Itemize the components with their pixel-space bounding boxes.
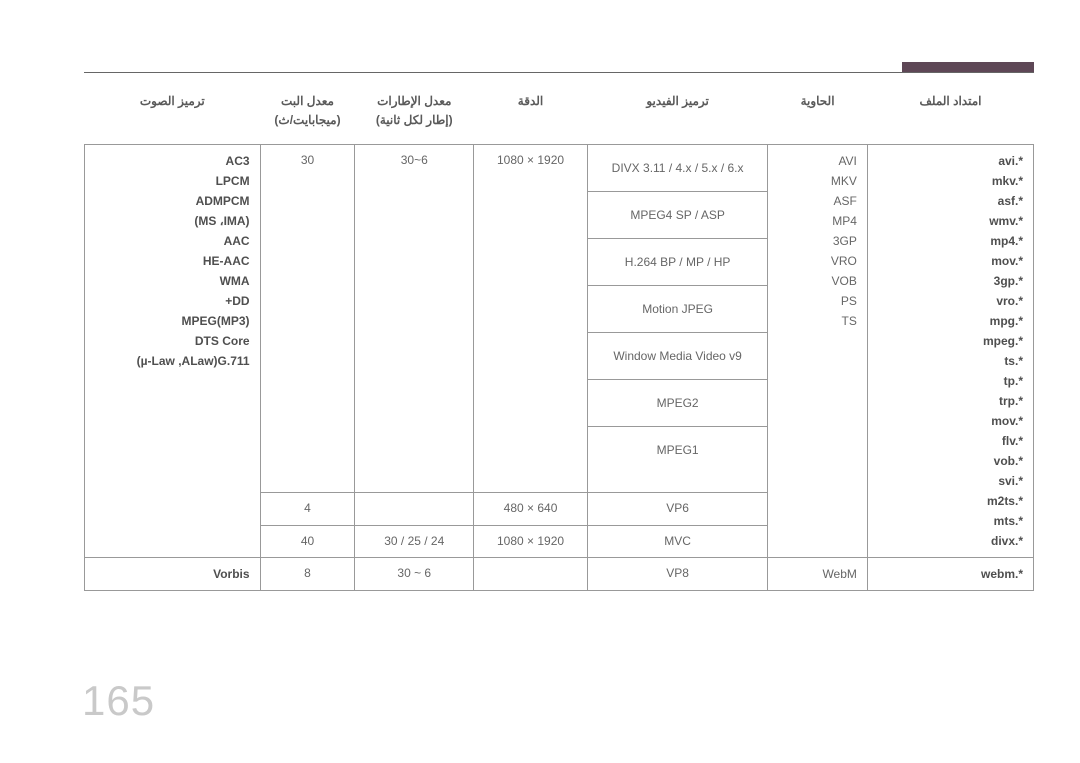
video-codec-row: MPEG2 (588, 380, 767, 427)
accent-bar (902, 62, 1034, 72)
cell-extensions: avi.*mkv.*asf.*wmv.*mp4.*mov.*3gp.*vro.*… (867, 145, 1033, 558)
list-item: 3gp.* (878, 271, 1023, 291)
list-item: tp.* (878, 371, 1023, 391)
list-item: (MS ،IMA) (95, 211, 250, 231)
list-item: ts.* (878, 351, 1023, 371)
list-item: m2ts.* (878, 491, 1023, 511)
list-item: mov.* (878, 411, 1023, 431)
list-item: TS (778, 311, 857, 331)
list-item: svi.* (878, 471, 1023, 491)
video-codec-row: Window Media Video v9 (588, 333, 767, 380)
video-codec-row: DIVX 3.11 / 4.x / 5.x / 6.x (588, 145, 767, 192)
list-item: trp.* (878, 391, 1023, 411)
cell-fps-1: 30~6 (355, 145, 474, 493)
cell-bitrate-4: 8 (260, 558, 355, 591)
list-item: HE-AAC (95, 251, 250, 271)
list-item: ADMPCM (95, 191, 250, 211)
col-resolution: الدقة (474, 88, 588, 145)
list-item: mov.* (878, 251, 1023, 271)
list-item: MPEG(MP3) (95, 311, 250, 331)
cell-containers: AVIMKVASFMP43GPVROVOBPSTS (768, 145, 868, 558)
content-wrap: ترميز الصوت معدل البت(ميجابايت/ث) معدل ا… (84, 88, 1034, 591)
col-extension: امتداد الملف (867, 88, 1033, 145)
cell-video-codecs: DIVX 3.11 / 4.x / 5.x / 6.xMPEG4 SP / AS… (587, 145, 767, 493)
col-bitrate: معدل البت(ميجابايت/ث) (260, 88, 355, 145)
list-item: AVI (778, 151, 857, 171)
cell-container-4: WebM (768, 558, 868, 591)
list-item: vro.* (878, 291, 1023, 311)
list-item: vob.* (878, 451, 1023, 471)
cell-bitrate-2: 4 (260, 492, 355, 525)
cell-fps-4: 30 ~ 6 (355, 558, 474, 591)
list-item: MKV (778, 171, 857, 191)
list-item: flv.* (878, 431, 1023, 451)
video-codec-row: H.264 BP / MP / HP (588, 239, 767, 286)
list-item: mpeg.* (878, 331, 1023, 351)
list-item: mkv.* (878, 171, 1023, 191)
list-item: WMA (95, 271, 250, 291)
page-number: 165 (82, 677, 155, 725)
video-codec-row: Motion JPEG (588, 286, 767, 333)
list-item: PS (778, 291, 857, 311)
table-header-row: ترميز الصوت معدل البت(ميجابايت/ث) معدل ا… (85, 88, 1034, 145)
col-audio: ترميز الصوت (85, 88, 261, 145)
cell-res-4 (474, 558, 588, 591)
cell-bitrate-1: 30 (260, 145, 355, 493)
col-fps: معدل الإطارات(إطار لكل ثانية) (355, 88, 474, 145)
list-item: (µ-Law ,ALaw)G.711 (95, 351, 250, 371)
cell-res-2: 480 × 640 (474, 492, 588, 525)
list-item: avi.* (878, 151, 1023, 171)
cell-res-1: 1080 × 1920 (474, 145, 588, 493)
cell-vcodec-2: VP6 (587, 492, 767, 525)
list-item: ASF (778, 191, 857, 211)
cell-res-3: 1080 × 1920 (474, 525, 588, 558)
list-item: DTS Core (95, 331, 250, 351)
cell-vcodec-4: VP8 (587, 558, 767, 591)
list-item: asf.* (878, 191, 1023, 211)
list-item: mp4.* (878, 231, 1023, 251)
list-item: +DD (95, 291, 250, 311)
list-item: mpg.* (878, 311, 1023, 331)
list-item: MP4 (778, 211, 857, 231)
cell-fps-3: 30 / 25 / 24 (355, 525, 474, 558)
video-codec-row: MPEG1 (588, 427, 767, 473)
cell-bitrate-3: 40 (260, 525, 355, 558)
list-item: VRO (778, 251, 857, 271)
top-rule (84, 72, 1034, 73)
list-item: AAC (95, 231, 250, 251)
cell-audio-vorbis: Vorbis (85, 558, 261, 591)
list-item: VOB (778, 271, 857, 291)
cell-fps-2 (355, 492, 474, 525)
list-item: LPCM (95, 171, 250, 191)
video-codec-row: MPEG4 SP / ASP (588, 192, 767, 239)
col-video-codec: ترميز الفيديو (587, 88, 767, 145)
cell-audio-codecs: AC3LPCMADMPCM(MS ،IMA)AACHE-AACWMA+DDMPE… (85, 145, 261, 558)
cell-ext-4: webm.* (867, 558, 1033, 591)
col-container: الحاوية (768, 88, 868, 145)
codec-support-table: ترميز الصوت معدل البت(ميجابايت/ث) معدل ا… (84, 88, 1034, 591)
table-row: Vorbis 8 30 ~ 6 VP8 WebM webm.* (85, 558, 1034, 591)
list-item: wmv.* (878, 211, 1023, 231)
table-row: AC3LPCMADMPCM(MS ،IMA)AACHE-AACWMA+DDMPE… (85, 145, 1034, 493)
list-item: divx.* (878, 531, 1023, 551)
list-item: mts.* (878, 511, 1023, 531)
cell-vcodec-3: MVC (587, 525, 767, 558)
list-item: 3GP (778, 231, 857, 251)
list-item: AC3 (95, 151, 250, 171)
